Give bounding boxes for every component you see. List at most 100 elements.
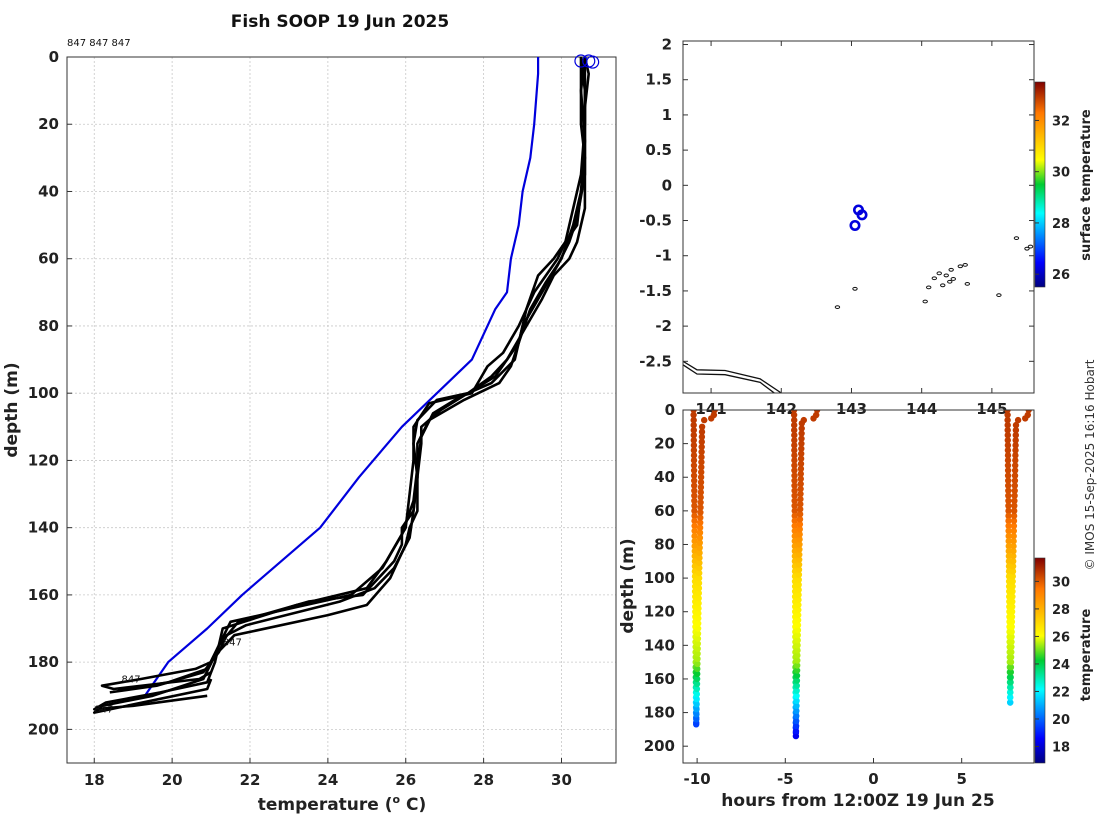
y-tick-label: 140 xyxy=(28,519,59,537)
island xyxy=(834,305,841,310)
y-tick-label: 100 xyxy=(644,569,675,587)
cast-sample-point xyxy=(798,425,805,432)
temperature-profile-line xyxy=(117,57,587,691)
cast-sample-point xyxy=(790,411,798,419)
cast-sample-point xyxy=(1004,452,1012,459)
cast-sample-point xyxy=(791,477,798,484)
y-axis-label: depth (m) xyxy=(2,362,22,457)
cast-sample-point xyxy=(693,706,700,713)
island xyxy=(964,281,971,286)
cast-sample-point xyxy=(798,440,805,447)
cast-sample-point xyxy=(693,701,700,708)
lat-tick-label: 0 xyxy=(662,176,672,194)
cast-sample-point xyxy=(794,652,801,659)
lat-tick-label: -2 xyxy=(655,317,672,335)
cast-sample-point xyxy=(795,571,803,578)
cast-sample-point xyxy=(698,433,706,441)
cast-sample-point xyxy=(1010,517,1018,525)
cast-sample-point xyxy=(1005,477,1012,484)
cast-sample-point xyxy=(1004,457,1012,464)
cast-sample-point xyxy=(795,581,802,588)
cast-sample-point xyxy=(793,712,800,720)
cast-sample-point xyxy=(1010,522,1018,530)
cast-sample-point xyxy=(798,450,805,457)
cast-sample-point xyxy=(796,516,804,523)
cast-sample-point xyxy=(1012,421,1020,429)
profile-labels: 847 847 847 xyxy=(94,637,242,715)
lon-tick-label: 144 xyxy=(906,400,937,418)
cast-sample-point xyxy=(795,586,802,594)
cast-sample-point xyxy=(1009,603,1016,610)
cast-sample-point xyxy=(695,610,702,617)
y-tick-label: 100 xyxy=(28,384,59,402)
cast-sample-point xyxy=(691,527,698,535)
lon-tick-label: 143 xyxy=(836,400,867,418)
cast-sample-point xyxy=(1004,442,1012,449)
cast-sample-point xyxy=(693,680,701,688)
cast-sample-point xyxy=(1005,532,1012,540)
temperature-colorbar xyxy=(1034,557,1046,764)
temperature-colorbar-ticks: 18 20 22 24 26 28 30 xyxy=(1035,575,1070,755)
cast-sample-point xyxy=(1008,633,1015,641)
cast-sample-point xyxy=(1008,638,1015,646)
cast-sample-point xyxy=(791,442,798,449)
cast-sample-point xyxy=(1010,553,1017,560)
cast-sample-point xyxy=(1007,684,1014,691)
map-islands xyxy=(834,236,1034,310)
cast-sample-point xyxy=(796,521,804,528)
y-tick-label: 40 xyxy=(654,468,675,486)
cast-sample-point xyxy=(695,579,703,587)
island xyxy=(943,273,949,278)
island xyxy=(940,283,946,288)
cast-sample-point xyxy=(697,504,704,511)
cast-sample-point xyxy=(797,490,804,498)
island xyxy=(962,262,968,267)
cast-sample-point xyxy=(690,427,697,434)
lon-tick-label: 141 xyxy=(695,400,726,418)
cast-sample-point xyxy=(698,464,705,471)
temperature-profile-line xyxy=(93,57,587,714)
cast-sample-point xyxy=(691,517,698,525)
cast-sample-point xyxy=(1007,679,1014,686)
cast-sample-point xyxy=(1005,502,1012,509)
cast-sample-point xyxy=(793,667,801,674)
lat-tick-label: 1 xyxy=(662,106,672,124)
colorbar-tick-label: 26 xyxy=(1052,630,1070,645)
cast-sample-point xyxy=(1010,558,1017,565)
profile-axes-frame xyxy=(66,56,617,764)
colorbar-tick-label: 30 xyxy=(1052,166,1070,181)
cast-sample-point xyxy=(698,448,705,456)
lat-tick-label: -2.5 xyxy=(639,352,672,370)
cast-sample-point xyxy=(1005,522,1012,530)
cast-sample-point xyxy=(1010,532,1017,540)
y-tick-label: 160 xyxy=(28,586,59,604)
cast-sample-point xyxy=(694,640,701,647)
cast-sample-point xyxy=(691,543,698,550)
cast-sample-point xyxy=(791,467,798,474)
cast-sample-point xyxy=(797,470,804,478)
cast-sample-point xyxy=(1008,643,1015,651)
island xyxy=(926,285,932,290)
cast-sample-point xyxy=(795,611,802,619)
cast-sample-point xyxy=(1009,568,1017,575)
profile-id-label: 847 xyxy=(122,674,141,685)
cast-sample-point xyxy=(1010,512,1018,520)
cast-sample-point xyxy=(1004,447,1012,454)
cast-sample-point xyxy=(794,632,801,639)
cast-sample-point xyxy=(695,615,702,622)
cast-sample-point xyxy=(690,421,697,429)
temperature-profile-line xyxy=(100,57,587,691)
island xyxy=(1013,236,1020,241)
cast-sample-point xyxy=(1007,653,1015,661)
cast-sample-point xyxy=(690,442,698,449)
cast-sample-point xyxy=(797,485,804,493)
cast-sample-point xyxy=(793,697,800,704)
cast-sample-point xyxy=(1007,694,1014,701)
coastline xyxy=(683,364,775,393)
cast-sample-point xyxy=(794,637,801,644)
y-tick-label: 140 xyxy=(644,636,675,654)
island xyxy=(1027,244,1034,249)
cast-sample-point xyxy=(1010,543,1017,550)
island xyxy=(936,271,942,276)
cast-sample-point xyxy=(796,546,803,553)
